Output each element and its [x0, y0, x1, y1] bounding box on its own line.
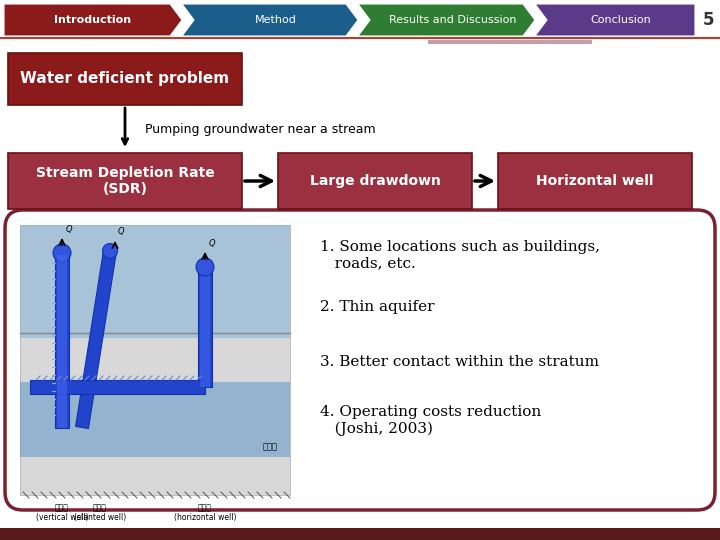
Circle shape — [102, 244, 117, 259]
FancyBboxPatch shape — [498, 153, 692, 209]
Text: Stream Depletion Rate
(SDR): Stream Depletion Rate (SDR) — [35, 166, 215, 196]
Text: Water deficient problem: Water deficient problem — [20, 71, 230, 86]
Text: Conclusion: Conclusion — [590, 15, 652, 25]
Text: Large drawdown: Large drawdown — [310, 174, 441, 188]
Bar — [0, 528, 720, 540]
FancyBboxPatch shape — [8, 53, 242, 105]
Bar — [198, 267, 212, 387]
Text: Introduction: Introduction — [55, 15, 132, 25]
Text: 5: 5 — [702, 11, 714, 29]
Text: Q: Q — [66, 225, 73, 234]
Text: 傾斜井
(slanted well): 傾斜井 (slanted well) — [74, 503, 126, 522]
Bar — [20, 382, 290, 457]
Text: Pumping groundwater near a stream: Pumping groundwater near a stream — [145, 124, 376, 137]
Text: 4. Operating costs reduction
   (Joshi, 2003): 4. Operating costs reduction (Joshi, 200… — [320, 405, 541, 436]
Bar — [55, 253, 69, 428]
FancyBboxPatch shape — [278, 153, 472, 209]
Polygon shape — [182, 4, 358, 36]
Text: 重直井
(vertical well): 重直井 (vertical well) — [36, 503, 89, 522]
Text: 含水層: 含水層 — [263, 442, 278, 451]
Text: Method: Method — [255, 15, 297, 25]
Polygon shape — [358, 4, 535, 36]
Bar — [20, 225, 290, 495]
Text: 3. Better contact within the stratum: 3. Better contact within the stratum — [320, 355, 599, 369]
Text: Q: Q — [209, 239, 215, 248]
Text: Q: Q — [118, 227, 125, 236]
Polygon shape — [76, 250, 117, 429]
Text: 水平井
(horizontal well): 水平井 (horizontal well) — [174, 503, 236, 522]
Circle shape — [196, 258, 214, 276]
Bar — [200, 269, 210, 387]
Circle shape — [53, 244, 71, 262]
Text: Results and Discussion: Results and Discussion — [389, 15, 516, 25]
Polygon shape — [4, 4, 182, 36]
Bar — [30, 380, 205, 394]
Text: 2. Thin aquifer: 2. Thin aquifer — [320, 300, 434, 314]
FancyBboxPatch shape — [5, 210, 715, 510]
Bar — [57, 255, 67, 428]
Polygon shape — [535, 4, 695, 36]
Bar — [20, 225, 290, 339]
FancyBboxPatch shape — [8, 153, 242, 209]
Text: Horizontal well: Horizontal well — [536, 174, 654, 188]
Text: 1. Some locations such as buildings,
   roads, etc.: 1. Some locations such as buildings, roa… — [320, 240, 600, 270]
